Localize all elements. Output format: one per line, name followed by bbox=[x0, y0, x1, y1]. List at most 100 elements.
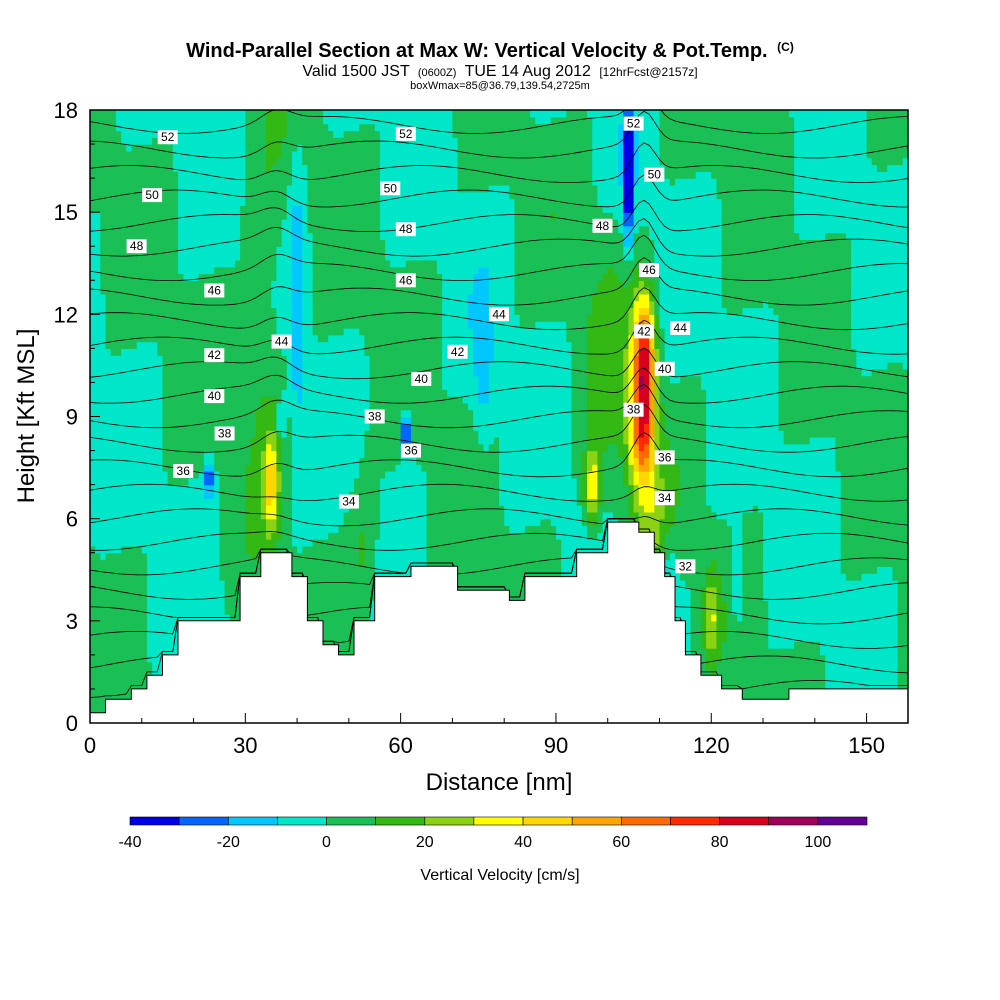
velocity-cell bbox=[809, 511, 816, 520]
velocity-cell bbox=[224, 505, 231, 513]
velocity-cell bbox=[835, 539, 842, 547]
velocity-cell bbox=[203, 552, 210, 561]
velocity-cell bbox=[126, 559, 133, 567]
velocity-cell bbox=[338, 641, 345, 649]
velocity-cell bbox=[488, 566, 495, 574]
velocity-cell bbox=[763, 579, 769, 588]
velocity-cell bbox=[115, 620, 122, 629]
velocity-cell bbox=[902, 593, 908, 601]
velocity-cell bbox=[338, 607, 345, 615]
velocity-cell bbox=[198, 545, 205, 554]
velocity-cell bbox=[835, 641, 842, 649]
velocity-cell bbox=[799, 573, 806, 581]
velocity-cell bbox=[783, 539, 790, 547]
velocity-cell bbox=[840, 634, 847, 642]
velocity-cell bbox=[416, 552, 422, 561]
velocity-cell bbox=[840, 573, 847, 581]
velocity-cell bbox=[706, 600, 712, 608]
velocity-cell bbox=[871, 668, 878, 676]
velocity-cell bbox=[291, 539, 298, 547]
velocity-cell bbox=[794, 539, 800, 547]
velocity-cell bbox=[416, 518, 422, 527]
velocity-cell bbox=[307, 532, 314, 540]
velocity-cell bbox=[845, 518, 852, 527]
velocity-cell bbox=[887, 532, 894, 540]
velocity-cell bbox=[788, 641, 795, 649]
velocity-cell bbox=[302, 545, 309, 554]
velocity-cell bbox=[260, 532, 267, 540]
velocity-cell bbox=[266, 505, 272, 513]
velocity-cell bbox=[680, 539, 686, 547]
velocity-cell bbox=[286, 539, 293, 547]
velocity-cell bbox=[804, 620, 811, 629]
subtitle-valid: Valid 1500 JST bbox=[302, 63, 410, 80]
velocity-cell bbox=[297, 525, 303, 533]
velocity-cell bbox=[524, 518, 531, 527]
velocity-cell bbox=[245, 511, 252, 520]
velocity-cell bbox=[887, 648, 894, 656]
velocity-cell bbox=[799, 654, 806, 663]
velocity-cell bbox=[794, 559, 800, 567]
velocity-cell bbox=[110, 600, 117, 608]
velocity-cell bbox=[530, 525, 536, 533]
velocity-cell bbox=[369, 607, 376, 615]
velocity-cell bbox=[499, 573, 505, 581]
velocity-cell bbox=[328, 566, 334, 574]
velocity-cell bbox=[835, 573, 842, 581]
velocity-cell bbox=[121, 607, 127, 615]
velocity-cell bbox=[338, 511, 345, 520]
velocity-cell bbox=[178, 593, 184, 601]
velocity-cell bbox=[473, 518, 479, 527]
velocity-cell bbox=[115, 668, 122, 676]
velocity-cell bbox=[540, 545, 547, 554]
velocity-cell bbox=[747, 627, 754, 636]
velocity-cell bbox=[902, 654, 908, 663]
velocity-cell bbox=[856, 627, 863, 636]
velocity-cell bbox=[897, 552, 904, 561]
velocity-cell bbox=[830, 532, 837, 540]
velocity-cell bbox=[835, 600, 842, 608]
velocity-cell bbox=[721, 532, 728, 540]
velocity-cell bbox=[152, 579, 158, 588]
velocity-cell bbox=[809, 559, 816, 567]
velocity-cell bbox=[250, 559, 257, 567]
velocity-cell bbox=[333, 634, 340, 642]
velocity-cell bbox=[146, 607, 153, 615]
velocity-cell bbox=[747, 552, 754, 561]
velocity-cell bbox=[825, 634, 831, 642]
velocity-cell bbox=[379, 532, 386, 540]
velocity-cell bbox=[851, 518, 857, 527]
velocity-cell bbox=[442, 539, 448, 547]
velocity-cell bbox=[410, 532, 417, 540]
velocity-cell bbox=[763, 559, 769, 567]
velocity-cell bbox=[126, 654, 133, 663]
velocity-cell bbox=[198, 511, 205, 520]
velocity-cell bbox=[473, 539, 479, 547]
velocity-cell bbox=[731, 675, 738, 683]
velocity-cell bbox=[819, 682, 826, 690]
velocity-cell bbox=[726, 607, 733, 615]
velocity-cell bbox=[488, 552, 495, 561]
velocity-cell bbox=[530, 552, 536, 561]
velocity-cell bbox=[442, 505, 448, 513]
velocity-cell bbox=[110, 654, 117, 663]
velocity-cell bbox=[385, 566, 391, 574]
velocity-cell bbox=[571, 566, 578, 574]
velocity-cell bbox=[804, 545, 811, 554]
velocity-cell bbox=[700, 614, 707, 622]
velocity-cell bbox=[778, 532, 785, 540]
velocity-cell bbox=[835, 511, 842, 520]
velocity-cell bbox=[540, 552, 547, 561]
velocity-cell bbox=[224, 539, 231, 547]
velocity-cell bbox=[788, 668, 795, 676]
velocity-cell bbox=[788, 600, 795, 608]
velocity-cell bbox=[307, 566, 314, 574]
velocity-cell bbox=[105, 620, 112, 629]
velocity-cell bbox=[845, 654, 852, 663]
velocity-cell bbox=[333, 573, 340, 581]
velocity-cell bbox=[737, 566, 743, 574]
velocity-cell bbox=[773, 511, 780, 520]
velocity-cell bbox=[250, 552, 257, 561]
velocity-cell bbox=[773, 614, 780, 622]
velocity-cell bbox=[152, 539, 158, 547]
